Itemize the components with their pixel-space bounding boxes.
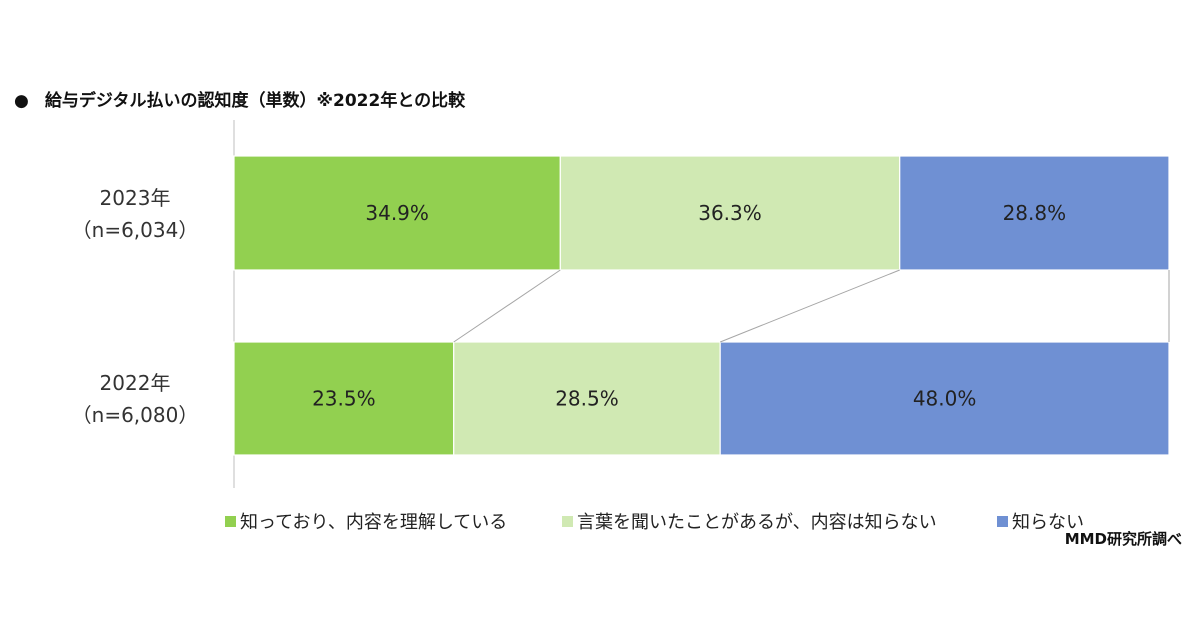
title-bullet-icon: ● — [14, 91, 29, 111]
chart-title-text: 給与デジタル払いの認知度（単数）※2022年との比較 — [44, 91, 466, 111]
chart-title: ● 給与デジタル払いの認知度（単数）※2022年との比較 — [14, 86, 465, 111]
bar-segment — [899, 155, 1170, 271]
legend-label: 言葉を聞いたことがあるが、内容は知らない — [577, 512, 937, 533]
category-year: 2022年 — [99, 371, 171, 395]
data-label: 28.8% — [1003, 201, 1067, 225]
legend-label: 知らない — [1012, 512, 1084, 533]
legend-item-unknown: 知らない — [997, 508, 1084, 534]
data-label: 36.3% — [698, 201, 762, 225]
bar-segment — [719, 341, 1170, 456]
series-connector-line — [453, 269, 561, 343]
data-label: 48.0% — [913, 387, 977, 411]
category-sample-size: （n=6,034） — [71, 218, 199, 242]
bar-segment — [453, 341, 721, 456]
bar-segment — [559, 155, 901, 271]
source-credit: MMD研究所調べ — [1064, 530, 1182, 548]
series-connector-line — [720, 269, 900, 343]
category-label-2022: 2022年 （n=6,080） — [60, 367, 210, 431]
category-sample-size: （n=6,080） — [71, 403, 199, 427]
legend-item-heard: 言葉を聞いたことがあるが、内容は知らない — [562, 508, 937, 534]
category-label-2023: 2023年 （n=6,034） — [60, 182, 210, 246]
bar-segment — [233, 341, 455, 456]
category-year: 2023年 — [99, 186, 171, 210]
legend-swatch — [225, 515, 236, 527]
data-label: 34.9% — [365, 201, 429, 225]
data-label: 23.5% — [312, 387, 376, 411]
data-label: 28.5% — [555, 387, 619, 411]
legend: 知っており、内容を理解している 言葉を聞いたことがあるが、内容は知らない 知らな… — [0, 508, 1200, 534]
legend-swatch — [562, 515, 573, 527]
bar-segment — [233, 155, 561, 271]
legend-swatch — [997, 515, 1008, 527]
legend-item-understand: 知っており、内容を理解している — [225, 508, 507, 534]
legend-label: 知っており、内容を理解している — [240, 512, 508, 533]
